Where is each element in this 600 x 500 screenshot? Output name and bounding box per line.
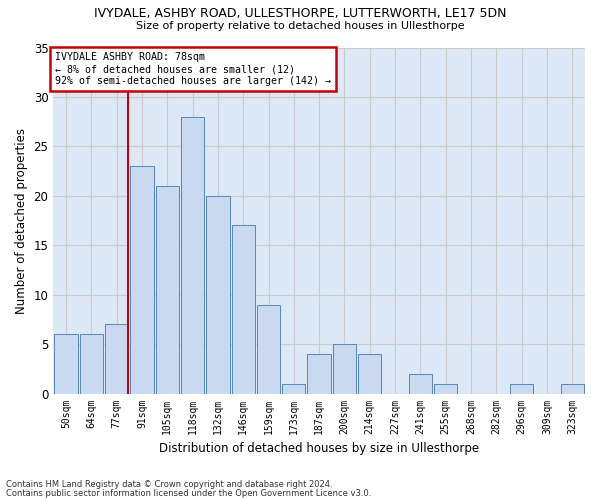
Bar bbox=[282, 384, 305, 394]
Text: IVYDALE, ASHBY ROAD, ULLESTHORPE, LUTTERWORTH, LE17 5DN: IVYDALE, ASHBY ROAD, ULLESTHORPE, LUTTER… bbox=[94, 8, 506, 20]
Text: Contains public sector information licensed under the Open Government Licence v3: Contains public sector information licen… bbox=[6, 489, 371, 498]
Bar bbox=[55, 334, 77, 394]
Y-axis label: Number of detached properties: Number of detached properties bbox=[15, 128, 28, 314]
Bar bbox=[333, 344, 356, 394]
Bar bbox=[105, 324, 128, 394]
Text: Contains HM Land Registry data © Crown copyright and database right 2024.: Contains HM Land Registry data © Crown c… bbox=[6, 480, 332, 489]
Bar bbox=[155, 186, 179, 394]
Bar bbox=[510, 384, 533, 394]
Bar bbox=[232, 226, 255, 394]
Bar bbox=[434, 384, 457, 394]
Text: IVYDALE ASHBY ROAD: 78sqm
← 8% of detached houses are smaller (12)
92% of semi-d: IVYDALE ASHBY ROAD: 78sqm ← 8% of detach… bbox=[55, 52, 331, 86]
Text: Size of property relative to detached houses in Ullesthorpe: Size of property relative to detached ho… bbox=[136, 21, 464, 31]
Bar bbox=[130, 166, 154, 394]
Bar bbox=[257, 304, 280, 394]
Bar bbox=[80, 334, 103, 394]
Bar bbox=[307, 354, 331, 394]
Bar bbox=[409, 374, 432, 394]
Bar bbox=[358, 354, 382, 394]
X-axis label: Distribution of detached houses by size in Ullesthorpe: Distribution of detached houses by size … bbox=[159, 442, 479, 455]
Bar bbox=[206, 196, 230, 394]
Bar bbox=[181, 116, 204, 394]
Bar bbox=[560, 384, 584, 394]
